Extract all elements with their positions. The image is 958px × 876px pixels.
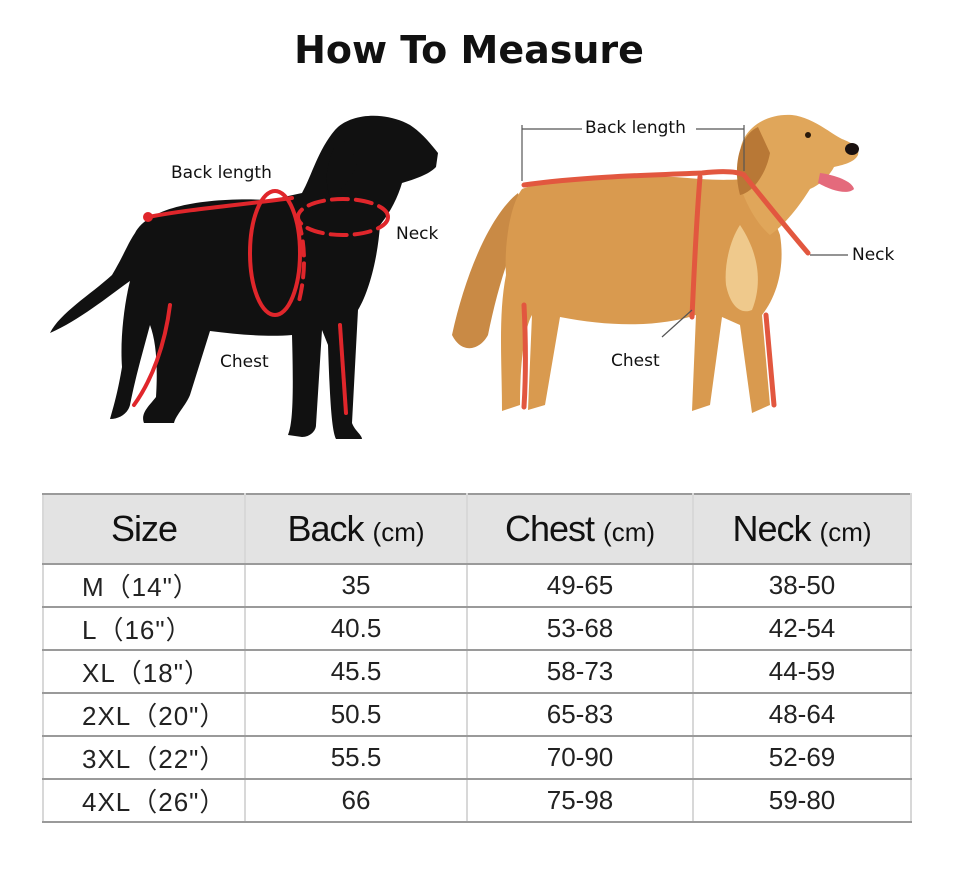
neck-cell: 59-80 — [692, 778, 912, 823]
chest-cell: 49-65 — [466, 563, 694, 608]
size-cell: L（16"） — [42, 606, 246, 651]
header-neck: Neck (cm) — [692, 493, 912, 565]
chest-cell: 65-83 — [466, 692, 694, 737]
table-header-row: Size Back (cm) Chest (cm) Neck (cm) — [42, 493, 912, 565]
dog-body — [452, 114, 859, 413]
neck-cell: 52-69 — [692, 735, 912, 780]
chest-cell: 70-90 — [466, 735, 694, 780]
page-title: How To Measure — [294, 28, 644, 72]
chest-cell: 75-98 — [466, 778, 694, 823]
right-back-length-label: Back length — [585, 118, 686, 138]
chest-cell: 58-73 — [466, 649, 694, 694]
right-neck-label: Neck — [852, 245, 895, 265]
header-chest: Chest (cm) — [466, 493, 694, 565]
neck-cell: 44-59 — [692, 649, 912, 694]
table-row: L（16"） 40.5 53-68 42-54 — [42, 606, 912, 651]
neck-cell: 48-64 — [692, 692, 912, 737]
table-row: XL（18"） 45.5 58-73 44-59 — [42, 649, 912, 694]
neck-cell: 42-54 — [692, 606, 912, 651]
right-chest-label: Chest — [611, 351, 660, 371]
size-cell: 2XL（20"） — [42, 692, 246, 737]
measuring-tape — [521, 169, 811, 410]
left-chest-label: Chest — [220, 352, 269, 372]
table-row: 2XL（20"） 50.5 65-83 48-64 — [42, 692, 912, 737]
silhouette-dog-illustration — [50, 115, 438, 440]
back-cell: 45.5 — [244, 649, 468, 694]
dimension-lines — [521, 125, 848, 338]
neck-cell: 38-50 — [692, 563, 912, 608]
table-row: M（14"） 35 49-65 38-50 — [42, 563, 912, 608]
left-back-length-label: Back length — [171, 163, 272, 183]
back-cell: 35 — [244, 563, 468, 608]
measurement-lines — [132, 189, 390, 415]
back-cell: 55.5 — [244, 735, 468, 780]
table-row: 4XL（26"） 66 75-98 59-80 — [42, 778, 912, 823]
size-chart-table: Size Back (cm) Chest (cm) Neck (cm) M（14… — [42, 493, 912, 823]
back-cell: 40.5 — [244, 606, 468, 651]
back-cell: 50.5 — [244, 692, 468, 737]
chest-cell: 53-68 — [466, 606, 694, 651]
left-neck-label: Neck — [396, 224, 439, 244]
table-row: 3XL（22"） 55.5 70-90 52-69 — [42, 735, 912, 780]
golden-retriever-illustration — [452, 114, 859, 413]
size-cell: 4XL（26"） — [42, 778, 246, 823]
size-cell: M（14"） — [42, 563, 246, 608]
size-cell: XL（18"） — [42, 649, 246, 694]
header-size: Size — [42, 493, 246, 565]
size-cell: 3XL（22"） — [42, 735, 246, 780]
header-back: Back (cm) — [244, 493, 468, 565]
back-cell: 66 — [244, 778, 468, 823]
